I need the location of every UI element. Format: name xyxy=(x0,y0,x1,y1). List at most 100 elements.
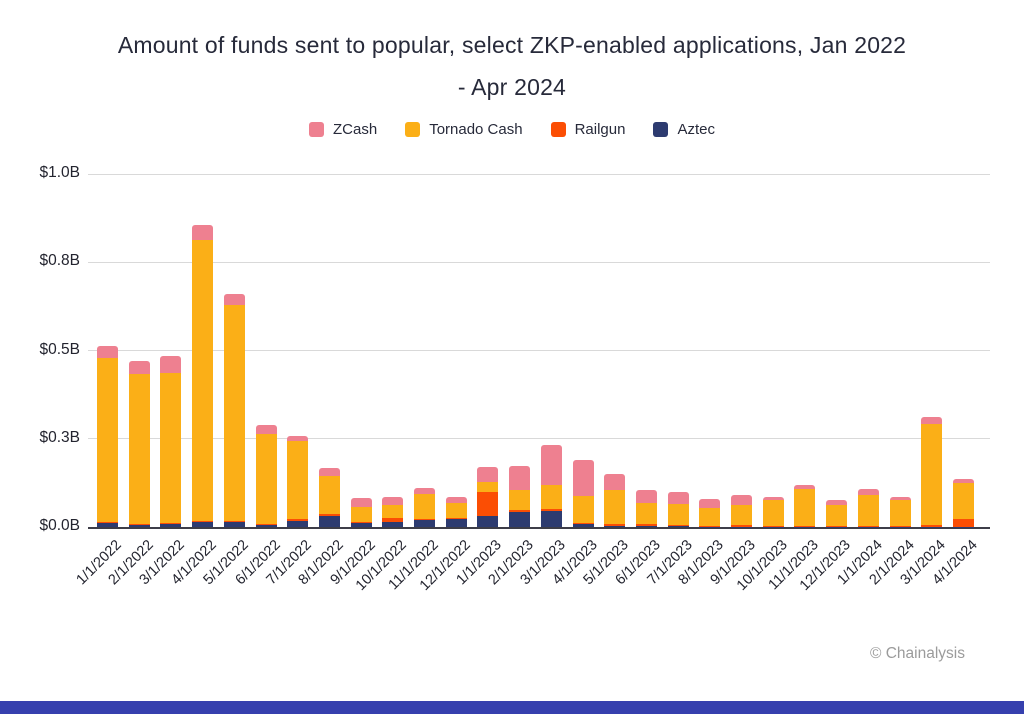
chart-legend: ZCash Tornado Cash Railgun Aztec xyxy=(0,121,1024,138)
bar-segment-zcash xyxy=(445,497,467,503)
bar-segment-railgun xyxy=(192,520,214,522)
bar-segment-zcash xyxy=(160,356,182,373)
bar-segment-aztec xyxy=(509,511,531,527)
bar-segment-tornado-cash xyxy=(667,503,689,525)
bar-segment-zcash xyxy=(382,496,404,506)
bar-segment-railgun xyxy=(952,518,974,527)
bar-segment-zcash xyxy=(889,496,911,501)
bar-segment-railgun xyxy=(414,518,435,521)
bar-segment-zcash xyxy=(794,484,816,489)
legend-item-zcash: ZCash xyxy=(309,121,377,138)
bar-segment-tornado-cash xyxy=(731,504,752,526)
y-tick-label: $0.5B xyxy=(39,340,80,358)
bar-segment-railgun xyxy=(667,524,689,527)
bar-segment-zcash xyxy=(826,499,848,505)
bar-segment-railgun xyxy=(382,518,404,523)
bar-segment-railgun xyxy=(635,524,657,527)
bar-segment-tornado-cash xyxy=(889,500,911,527)
bar-segment-railgun xyxy=(572,522,594,524)
gridline xyxy=(88,438,990,440)
bar-segment-aztec xyxy=(255,524,277,527)
bar-segment-tornado-cash xyxy=(160,372,182,523)
bar-segment-zcash xyxy=(762,496,784,501)
bar-segment-railgun xyxy=(699,525,721,527)
y-tick-label: $1.0B xyxy=(39,164,80,181)
bar-segment-aztec xyxy=(477,516,499,527)
bar-segment-tornado-cash xyxy=(192,240,214,521)
bar-segment-zcash xyxy=(699,499,721,508)
bar-segment-tornado-cash xyxy=(318,475,340,515)
gridline xyxy=(88,350,990,351)
bar-segment-railgun xyxy=(445,517,467,519)
bar-segment-aztec xyxy=(223,521,245,527)
bar-segment-railgun xyxy=(604,524,626,526)
bar-segment-tornado-cash xyxy=(540,485,562,509)
legend-swatch-icon xyxy=(405,122,421,137)
bar-segment-tornado-cash xyxy=(635,502,657,525)
copyright-watermark: © Chainalysis xyxy=(870,645,965,662)
y-tick-label: $0.3B xyxy=(39,428,80,446)
bar-segment-zcash xyxy=(952,478,974,483)
legend-swatch-icon xyxy=(653,122,669,137)
legend-label: ZCash xyxy=(333,121,378,138)
y-tick-label: $0.8B xyxy=(39,252,80,270)
chart-title-line2: - Apr 2024 xyxy=(457,74,567,100)
bar-segment-aztec xyxy=(97,522,118,527)
bar-segment-zcash xyxy=(192,225,214,240)
bar-segment-railgun xyxy=(921,524,943,527)
bar-segment-tornado-cash xyxy=(255,433,277,525)
bar-segment-railgun xyxy=(794,525,816,527)
bar-segment-tornado-cash xyxy=(414,494,435,519)
bar-segment-tornado-cash xyxy=(287,441,309,519)
bar-segment-railgun xyxy=(318,514,340,517)
bar-segment-zcash xyxy=(540,445,562,486)
bar-segment-aztec xyxy=(445,518,467,527)
chart-title-line1: Amount of funds sent to popular, select … xyxy=(117,32,907,58)
bar-segment-zcash xyxy=(857,489,879,495)
bar-segment-tornado-cash xyxy=(572,495,594,523)
bar-segment-aztec xyxy=(635,526,657,527)
bar-segment-aztec xyxy=(382,522,404,527)
footer-accent-bar xyxy=(0,701,1024,714)
bar-segment-zcash xyxy=(635,489,657,503)
bar-segment-tornado-cash xyxy=(699,507,721,526)
legend-label: Tornado Cash xyxy=(429,121,523,138)
bar-segment-aztec xyxy=(414,520,435,527)
bar-segment-tornado-cash xyxy=(921,424,943,525)
legend-label: Aztec xyxy=(677,121,715,138)
bar-segment-aztec xyxy=(318,516,340,527)
bar-segment-tornado-cash xyxy=(762,500,784,526)
bar-segment-aztec xyxy=(540,511,562,527)
y-tick-label: $0.0B xyxy=(39,517,80,534)
legend-label: Railgun xyxy=(574,121,626,138)
bar-segment-zcash xyxy=(509,465,531,490)
bar-segment-aztec xyxy=(128,524,150,527)
bar-segment-railgun xyxy=(477,491,499,517)
bar-segment-railgun xyxy=(762,525,784,527)
bar-segment-tornado-cash xyxy=(826,504,848,527)
bar-segment-tornado-cash xyxy=(223,304,245,521)
bar-segment-aztec xyxy=(572,523,594,527)
bar-segment-zcash xyxy=(921,416,943,425)
bar-segment-aztec xyxy=(287,520,309,527)
bar-segment-tornado-cash xyxy=(857,494,879,527)
bar-segment-railgun xyxy=(287,518,309,521)
bar-segment-zcash xyxy=(97,346,118,358)
bar-segment-zcash xyxy=(477,466,499,482)
bar-segment-tornado-cash xyxy=(477,481,499,492)
legend-swatch-icon xyxy=(309,122,324,137)
bar-segment-tornado-cash xyxy=(509,489,531,511)
bar-segment-zcash xyxy=(572,459,594,496)
bar-segment-zcash xyxy=(287,435,309,442)
bar-segment-railgun xyxy=(509,510,531,512)
bar-segment-aztec xyxy=(604,525,626,527)
bar-segment-aztec xyxy=(192,521,214,527)
bar-segment-zcash xyxy=(667,491,689,504)
bar-segment-tornado-cash xyxy=(445,502,467,518)
bar-segment-zcash xyxy=(255,424,277,434)
bar-segment-aztec xyxy=(667,526,689,527)
chart-title: Amount of funds sent to popular, select … xyxy=(0,24,1024,108)
bar-segment-zcash xyxy=(731,495,752,505)
legend-swatch-icon xyxy=(550,122,566,137)
